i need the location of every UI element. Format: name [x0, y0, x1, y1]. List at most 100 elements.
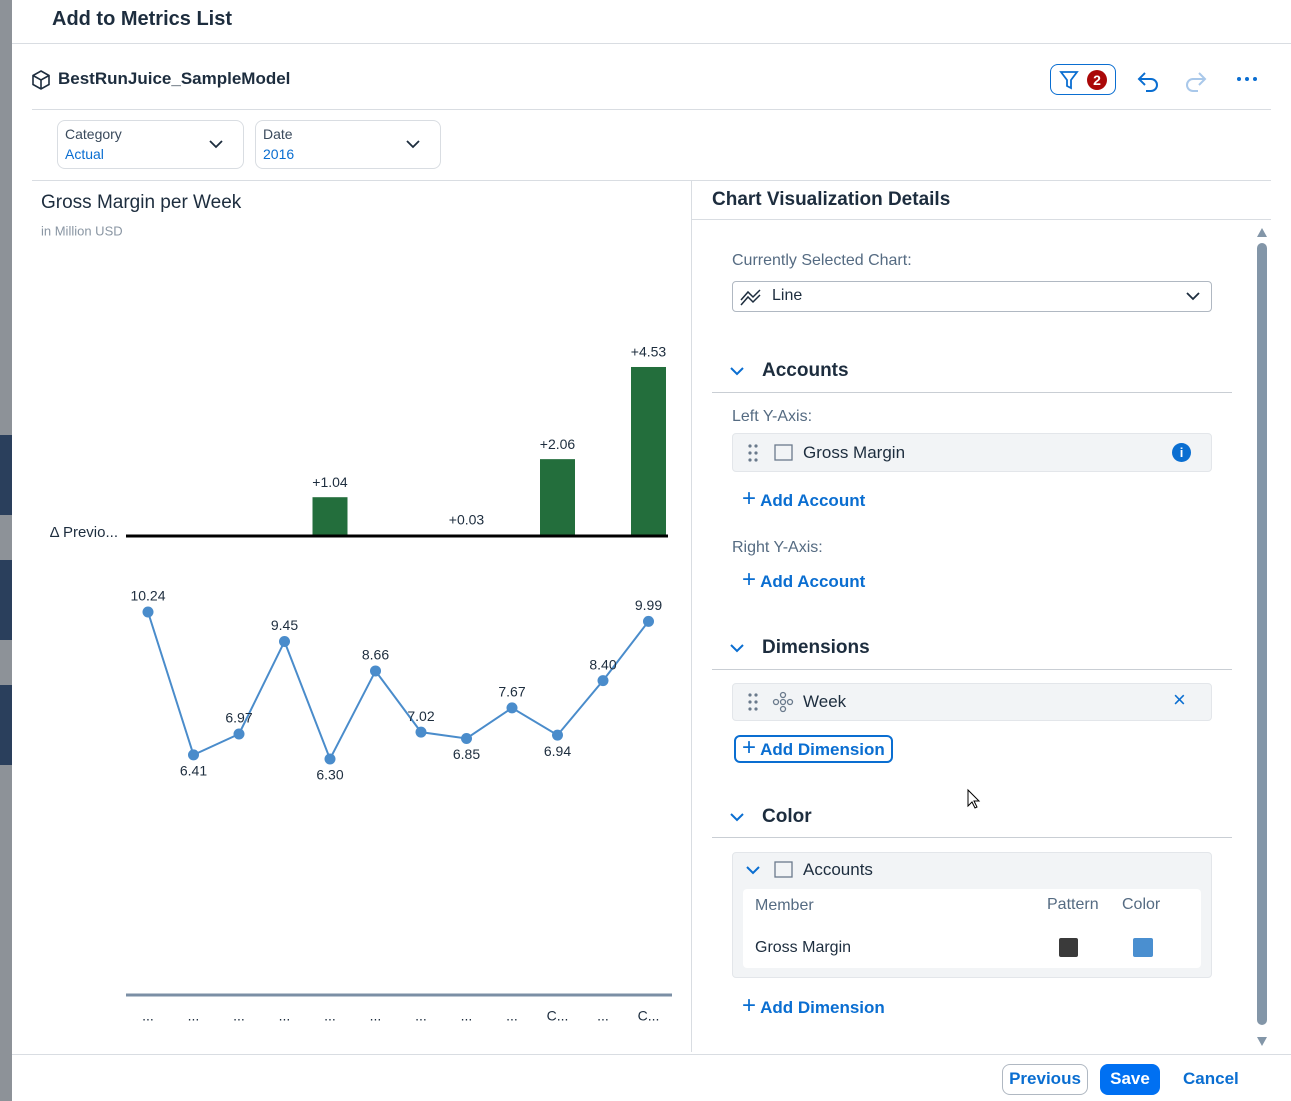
bg-block [0, 435, 12, 515]
column-header: Color [1122, 896, 1161, 913]
previous-label: Previous [1009, 1069, 1081, 1088]
plus: + [742, 734, 757, 761]
add-dimension: Add Dimension [760, 998, 885, 1017]
filter-icon [1059, 71, 1079, 90]
chart-title: Gross Margin per Week [41, 192, 242, 213]
x-tick-label: ... [506, 1008, 518, 1024]
x-tick-label: ... [415, 1008, 427, 1024]
x-tick-label: ... [461, 1008, 473, 1024]
filter-count: 2 [1093, 72, 1101, 88]
data-point [188, 749, 199, 761]
data-label: 10.24 [130, 588, 165, 604]
section-title: Color [762, 806, 812, 827]
data-label: 8.40 [589, 656, 616, 672]
item-label: Week [803, 692, 847, 711]
undo-icon[interactable] [1137, 72, 1158, 92]
data-point [597, 675, 609, 687]
series-line [147, 611, 650, 762]
divider [691, 181, 692, 1052]
section-title: Accounts [762, 360, 849, 381]
x-tick-label: ... [370, 1008, 382, 1024]
mouse-cursor [967, 788, 981, 809]
remove-icon[interactable]: × [1173, 687, 1186, 712]
data-label: 6.41 [180, 763, 207, 779]
data-label: 8.66 [362, 647, 389, 663]
add-account: Add Account [760, 491, 866, 510]
variance-value-label: +4.53 [631, 344, 667, 360]
divider [712, 837, 1232, 838]
previous-button[interactable] [1002, 1064, 1088, 1095]
add-link[interactable]: + Add Account [742, 487, 866, 511]
x-tick-label: C... [547, 1008, 569, 1024]
variance-bar [312, 497, 348, 536]
data-label: 6.97 [225, 710, 252, 726]
x-tick-label: C... [638, 1008, 660, 1024]
divider [12, 43, 1291, 44]
member-name: Gross Margin [755, 939, 852, 956]
drag-handles [748, 444, 758, 711]
dropdown-chevrons [209, 140, 420, 149]
x-tick-label: ... [324, 1008, 336, 1024]
add-link[interactable]: + Add Account [742, 568, 865, 592]
filter-label: Date [263, 126, 293, 142]
scroll-arrows [1257, 228, 1267, 1046]
info-icon[interactable]: i [1172, 443, 1191, 462]
variance-value-label: +2.06 [540, 436, 576, 452]
filter-button[interactable] [1050, 64, 1116, 95]
data-point [643, 615, 654, 627]
plus: + [742, 566, 757, 593]
divider [712, 392, 1232, 393]
add-dimension-button[interactable] [734, 735, 893, 763]
filter-dropdown[interactable] [57, 120, 244, 169]
divider [32, 109, 1271, 110]
chart-select[interactable] [732, 281, 1212, 312]
list-item[interactable] [732, 433, 1212, 472]
data-label: 9.45 [271, 617, 298, 633]
variance-bar [631, 366, 666, 536]
chart-subtitle: in Million USD [41, 223, 123, 238]
data-point [370, 665, 381, 677]
data-label: 9.99 [635, 597, 662, 613]
group-label: Accounts [803, 860, 873, 879]
variance-bar [540, 459, 575, 536]
section-title: Dimensions [762, 637, 870, 658]
filter-dropdown[interactable] [255, 120, 441, 169]
redo-icon [1186, 72, 1207, 92]
data-point [324, 753, 336, 765]
line-chart-icon [740, 289, 761, 306]
x-tick-label: ... [233, 1008, 245, 1024]
scrollbar[interactable] [1257, 243, 1267, 1025]
plus: + [742, 485, 757, 512]
data-label: 6.30 [316, 767, 343, 783]
data-label: 6.85 [453, 746, 480, 762]
account-icons [774, 444, 793, 878]
pattern-swatch[interactable] [1059, 938, 1078, 957]
save-button[interactable] [1100, 1064, 1160, 1095]
item-label: Gross Margin [803, 443, 906, 462]
dialog-title: Add to Metrics List [52, 8, 233, 30]
variance-label: Δ Previo... [50, 524, 118, 541]
list-item[interactable] [732, 683, 1212, 721]
chart-select-value: Line [772, 287, 803, 304]
data-point [415, 726, 427, 738]
filter-label: Category [65, 126, 122, 142]
add-link[interactable]: + Add Dimension [742, 994, 885, 1018]
field-label: Left Y-Axis: [732, 408, 813, 425]
model-icon [32, 70, 50, 90]
variance-value-label: +1.04 [312, 474, 348, 490]
dimension-icon [772, 691, 794, 713]
divider [712, 669, 1232, 670]
color-table [743, 889, 1201, 968]
more-icon[interactable] [1237, 77, 1257, 81]
color-swatch[interactable] [1133, 938, 1153, 957]
data-point [552, 729, 563, 741]
filter-badge [1087, 70, 1107, 90]
cancel-button[interactable]: Cancel [1183, 1069, 1239, 1088]
add-link: + Add Dimension [742, 736, 885, 760]
filter-value: Actual [65, 146, 104, 162]
data-point [279, 635, 290, 647]
bg-block [0, 685, 12, 765]
divider [12, 1054, 1291, 1055]
